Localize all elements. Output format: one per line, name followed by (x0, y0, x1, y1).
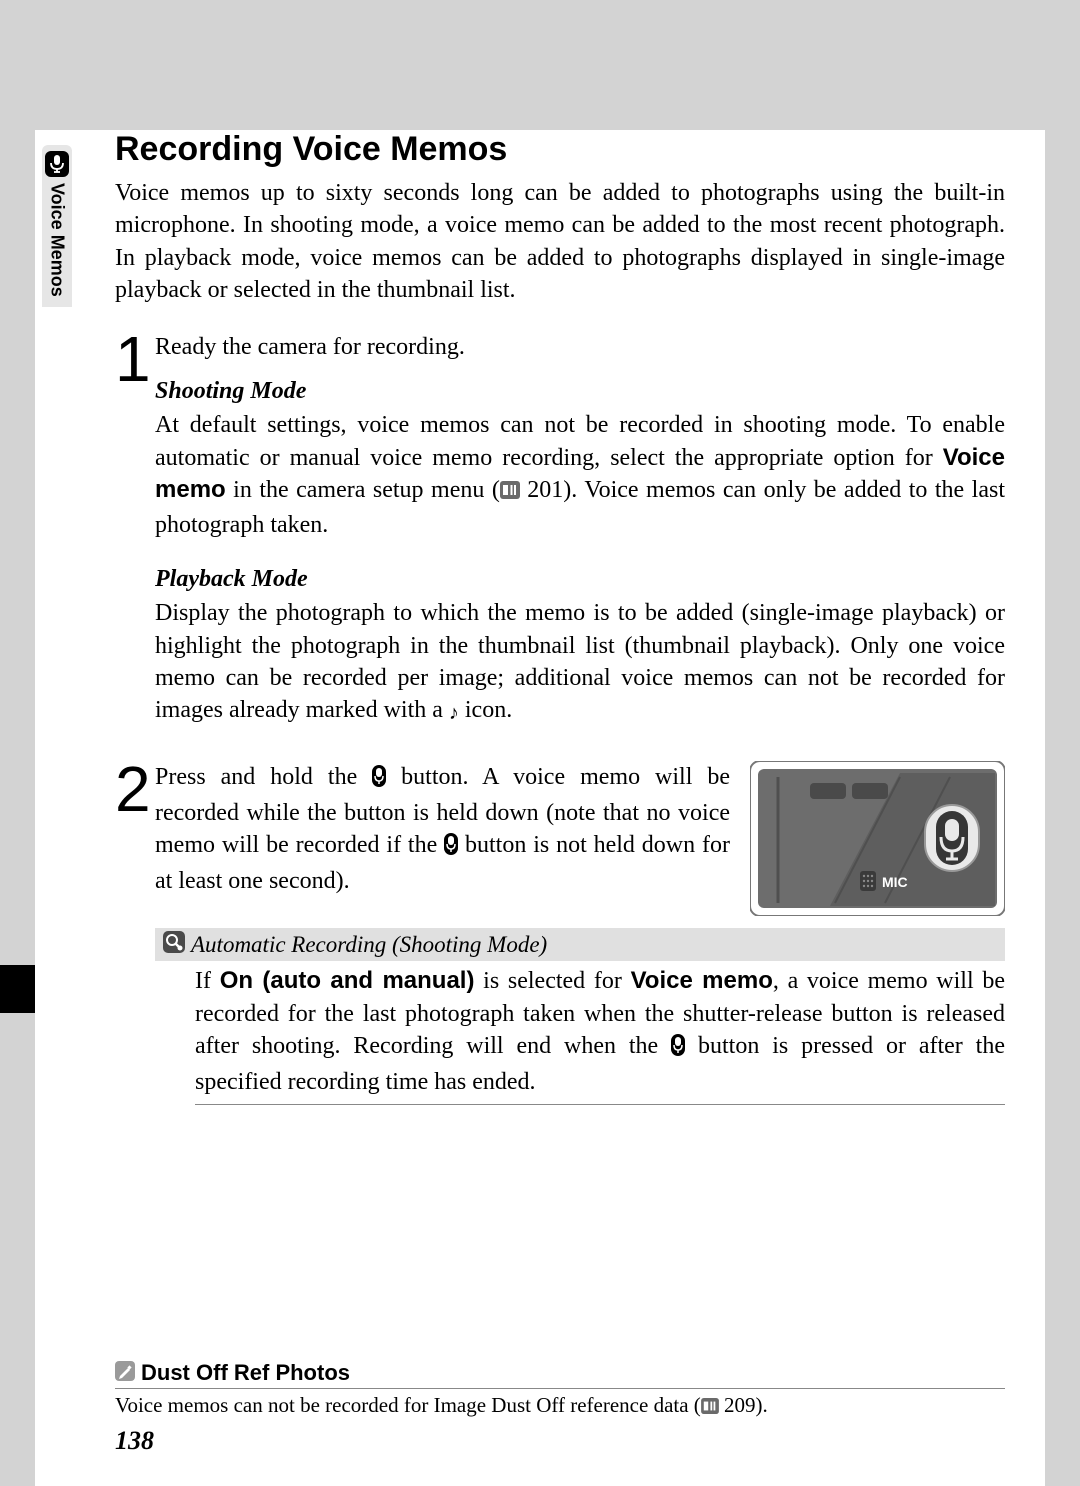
manual-page: Recording Voice Memos Voice memos up to … (35, 130, 1045, 1486)
playback-mode-body: Display the photograph to which the memo… (155, 597, 1005, 727)
note-body: If On (auto and manual) is selected for … (195, 965, 1005, 1098)
step-lead: Ready the camera for recording. (155, 331, 1005, 363)
page-ref-icon (500, 476, 520, 508)
step-2: 2 Press and hold the button. A voice mem… (115, 761, 1005, 916)
step-1: 1 Ready the camera for recording. Shooti… (115, 331, 1005, 750)
mic-label: MIC (882, 874, 908, 890)
magnifier-icon (163, 931, 185, 958)
note-title: Automatic Recording (Shooting Mode) (191, 932, 547, 958)
step-number: 2 (115, 761, 155, 916)
playback-mode-title: Playback Mode (155, 563, 1005, 595)
section-marker (0, 965, 35, 1013)
pencil-icon (115, 1361, 135, 1386)
footer-note: Dust Off Ref Photos Voice memos can not … (115, 1360, 1005, 1456)
page-number: 138 (115, 1426, 1005, 1456)
footer-body: Voice memos can not be recorded for Imag… (115, 1393, 1005, 1420)
step-number: 1 (115, 331, 155, 750)
camera-illustration: MIC (750, 761, 1005, 916)
music-note-icon: ♪ (449, 700, 459, 727)
shooting-mode-body: At default settings, voice memos can not… (155, 409, 1005, 541)
mic-button-icon (372, 764, 386, 796)
mic-button-icon (444, 832, 458, 864)
auto-recording-note: Automatic Recording (Shooting Mode) If O… (155, 928, 1005, 1105)
shooting-mode-title: Shooting Mode (155, 375, 1005, 407)
intro-paragraph: Voice memos up to sixty seconds long can… (115, 177, 1005, 307)
page-ref-icon (701, 1395, 719, 1420)
step2-text: Press and hold the button. A voice memo … (155, 761, 730, 897)
side-tab: Voice Memos (42, 145, 72, 307)
microphone-icon (45, 151, 69, 177)
mic-button-icon (671, 1033, 685, 1065)
footer-title: Dust Off Ref Photos (141, 1360, 350, 1386)
side-tab-label: Voice Memos (47, 183, 68, 297)
page-title: Recording Voice Memos (115, 130, 1005, 169)
